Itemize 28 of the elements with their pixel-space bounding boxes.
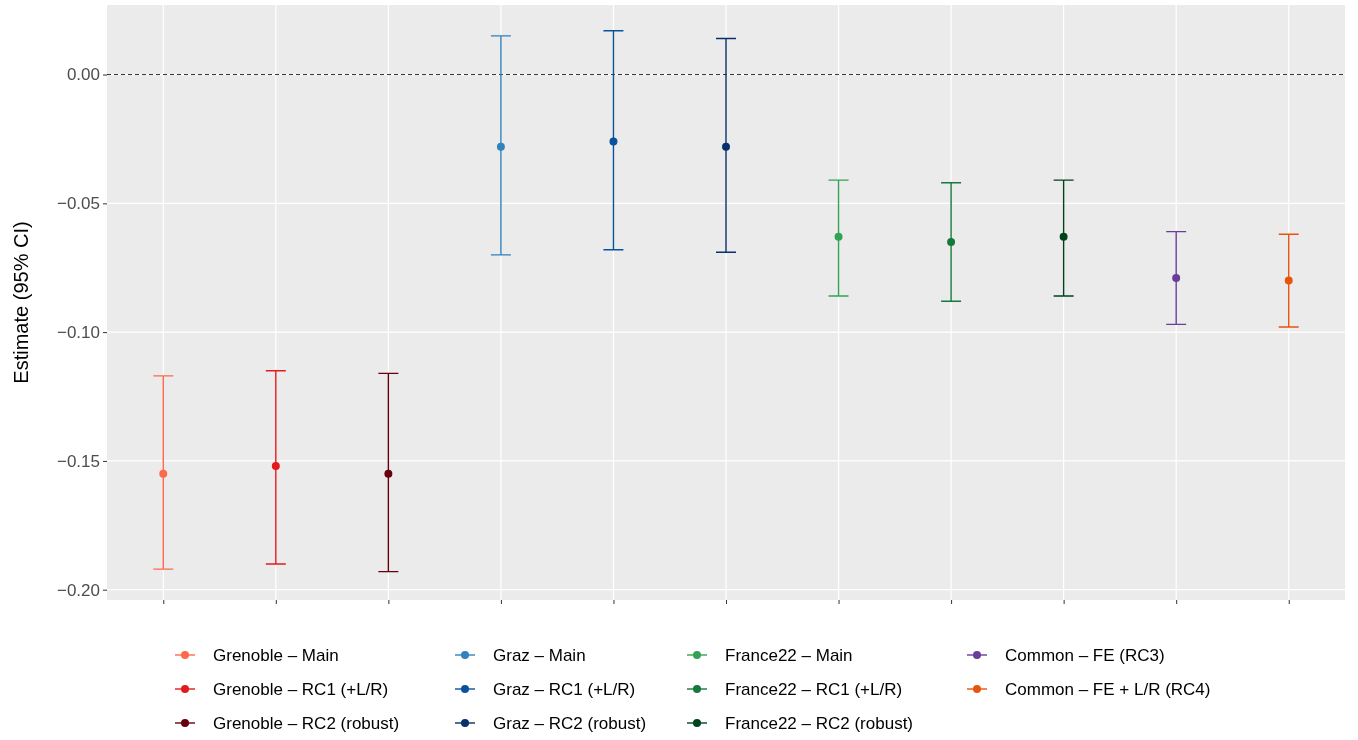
legend-label: Grenoble – Main bbox=[213, 646, 339, 665]
legend-label: Grenoble – RC2 (robust) bbox=[213, 714, 400, 733]
point bbox=[384, 469, 393, 478]
y-axis-title: Estimate (95% CI) bbox=[10, 221, 32, 384]
point bbox=[496, 142, 505, 151]
point bbox=[1172, 274, 1181, 283]
legend-label: Graz – RC2 (robust) bbox=[493, 714, 647, 733]
legend-label: Grenoble – RC1 (+L/R) bbox=[213, 680, 389, 699]
legend-label: France22 – Main bbox=[725, 646, 853, 665]
y-tick-label: −0.20 bbox=[56, 580, 100, 600]
y-tick-label: −0.05 bbox=[56, 194, 100, 214]
legend-label: France22 – RC2 (robust) bbox=[725, 714, 914, 733]
legend-label: Graz – RC1 (+L/R) bbox=[493, 680, 636, 699]
point bbox=[947, 237, 956, 246]
legend-label: Common – FE (RC3) bbox=[1005, 646, 1165, 665]
point bbox=[271, 462, 280, 471]
y-tick-label: −0.10 bbox=[56, 323, 100, 343]
y-tick-label: 0.00 bbox=[66, 65, 100, 85]
point bbox=[834, 232, 843, 241]
legend-label: Common – FE + L/R (RC4) bbox=[1005, 680, 1211, 699]
point bbox=[1059, 232, 1068, 241]
point bbox=[722, 142, 730, 151]
point bbox=[1284, 276, 1293, 285]
legend-label: Graz – Main bbox=[493, 646, 586, 665]
legend-label: France22 – RC1 (+L/R) bbox=[725, 680, 903, 699]
point bbox=[159, 469, 168, 478]
y-tick-label: −0.15 bbox=[56, 451, 100, 471]
point bbox=[609, 137, 618, 146]
